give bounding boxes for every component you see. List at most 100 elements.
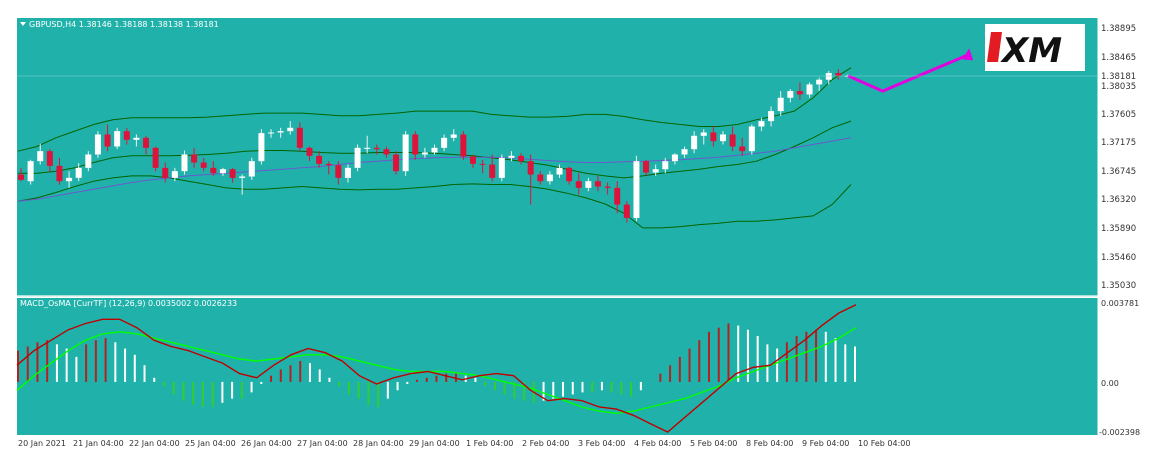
time-tick: 5 Feb 04:00: [690, 439, 737, 448]
candle-bull: [421, 152, 428, 155]
candle-bear: [296, 127, 303, 148]
candle-bull: [27, 161, 34, 182]
candle-bull: [75, 167, 82, 178]
candle-bear: [623, 204, 630, 218]
candle-bull: [777, 97, 784, 112]
candle-bear: [614, 187, 621, 205]
bollinger-upper: [17, 67, 852, 152]
candle-bull: [719, 134, 726, 142]
candle-bull: [354, 147, 361, 168]
candle-bull: [825, 73, 832, 80]
candle-bull: [671, 154, 678, 162]
forecast-arrow: [847, 48, 974, 93]
candle-bull: [681, 149, 688, 155]
current-price-tag: [1099, 70, 1133, 81]
time-tick: 8 Feb 04:00: [746, 439, 793, 448]
candle-bear: [229, 169, 236, 178]
candle-bear: [143, 137, 150, 148]
candle-bear: [469, 156, 476, 164]
candle-bull: [248, 161, 255, 177]
time-tick: 21 Jan 04:00: [73, 439, 124, 448]
indicator-tick: 0.003781: [1101, 299, 1139, 308]
time-axis: 20 Jan 2021 21 Jan 04:00 22 Jan 04:00 25…: [18, 439, 910, 448]
candle-bull: [450, 134, 457, 138]
price-tick: 1.36320: [1101, 195, 1136, 205]
indicator-tick: -0.002398: [1099, 428, 1140, 437]
candle-bull: [364, 147, 371, 149]
candle-bear: [518, 155, 525, 162]
ma-line: [17, 137, 852, 202]
candle-bull: [498, 157, 505, 178]
candle-bear: [383, 149, 390, 155]
candle-bear: [460, 134, 467, 157]
moving-average: [17, 137, 852, 202]
candle-bear: [527, 161, 534, 175]
candle-bull: [171, 171, 178, 178]
candle-bear: [489, 164, 496, 178]
candle-bull: [585, 181, 592, 188]
candle-bull: [133, 137, 140, 140]
indicator-axis: 0.003781 0.00 -0.002398: [1099, 299, 1140, 437]
candle-bull: [114, 131, 121, 147]
indicator-tick: 0.00: [1101, 379, 1119, 388]
macd-signal-line: [16, 327, 857, 415]
candle-bear: [835, 73, 842, 76]
candle-bear: [18, 174, 24, 180]
price-tick: 1.38035: [1101, 82, 1136, 92]
indicator-panel-bg: [17, 298, 1098, 435]
time-tick: 27 Jan 04:00: [297, 439, 348, 448]
candle-bull: [652, 169, 659, 173]
candle-bull: [258, 133, 265, 162]
candle-bear: [56, 165, 63, 182]
candle-bull: [239, 176, 246, 178]
xm-logo: XM: [985, 24, 1085, 71]
candle-bull: [85, 154, 92, 168]
candle-bear: [604, 186, 611, 188]
candle-bull: [700, 132, 707, 136]
time-tick: 22 Jan 04:00: [129, 439, 180, 448]
candle-bull: [806, 84, 813, 95]
forecast-arrowhead: [962, 48, 974, 61]
time-tick: 2 Feb 04:00: [522, 439, 569, 448]
candle-bull: [287, 127, 294, 132]
candle-bear: [335, 165, 342, 178]
collapse-triangle-icon[interactable]: [20, 22, 26, 26]
candle-bull: [277, 131, 284, 133]
price-tick: 1.35460: [1101, 253, 1136, 263]
candlesticks: [18, 69, 851, 223]
time-tick: 4 Feb 04:00: [634, 439, 681, 448]
candle-bear: [479, 163, 486, 165]
candle-bear: [200, 162, 207, 168]
candle-bull: [402, 134, 409, 172]
logo-text: XM: [1000, 31, 1062, 71]
macd-lines: [16, 304, 857, 433]
indicator-panel-header: MACD_OsMA [CurrTF] (12,26,9) 0.0035002 0…: [20, 299, 237, 308]
candle-bear: [575, 181, 582, 188]
candle-bear: [316, 155, 323, 164]
candle-bear: [393, 154, 400, 172]
price-tick: 1.38895: [1101, 24, 1136, 34]
time-tick: 9 Feb 04:00: [802, 439, 849, 448]
candle-bear: [537, 174, 544, 182]
candle-bear: [566, 167, 573, 182]
candle-bull: [181, 154, 188, 172]
candle-bull: [768, 111, 775, 122]
candle-bull: [431, 147, 438, 153]
candle-bear: [739, 146, 746, 152]
candle-bull: [748, 126, 755, 152]
candle-bull: [546, 174, 553, 182]
candle-bear: [210, 167, 217, 174]
time-tick: 20 Jan 2021: [18, 439, 66, 448]
candle-bull: [508, 155, 515, 158]
candle-bull: [691, 135, 698, 150]
candle-bull: [787, 91, 794, 98]
candle-bear: [104, 134, 111, 147]
candle-bull: [556, 167, 563, 175]
candle-bear: [796, 91, 803, 95]
candle-bear: [123, 131, 130, 140]
candle-bear: [152, 147, 159, 168]
candle-bull: [344, 167, 351, 178]
candle-bear: [162, 167, 169, 178]
